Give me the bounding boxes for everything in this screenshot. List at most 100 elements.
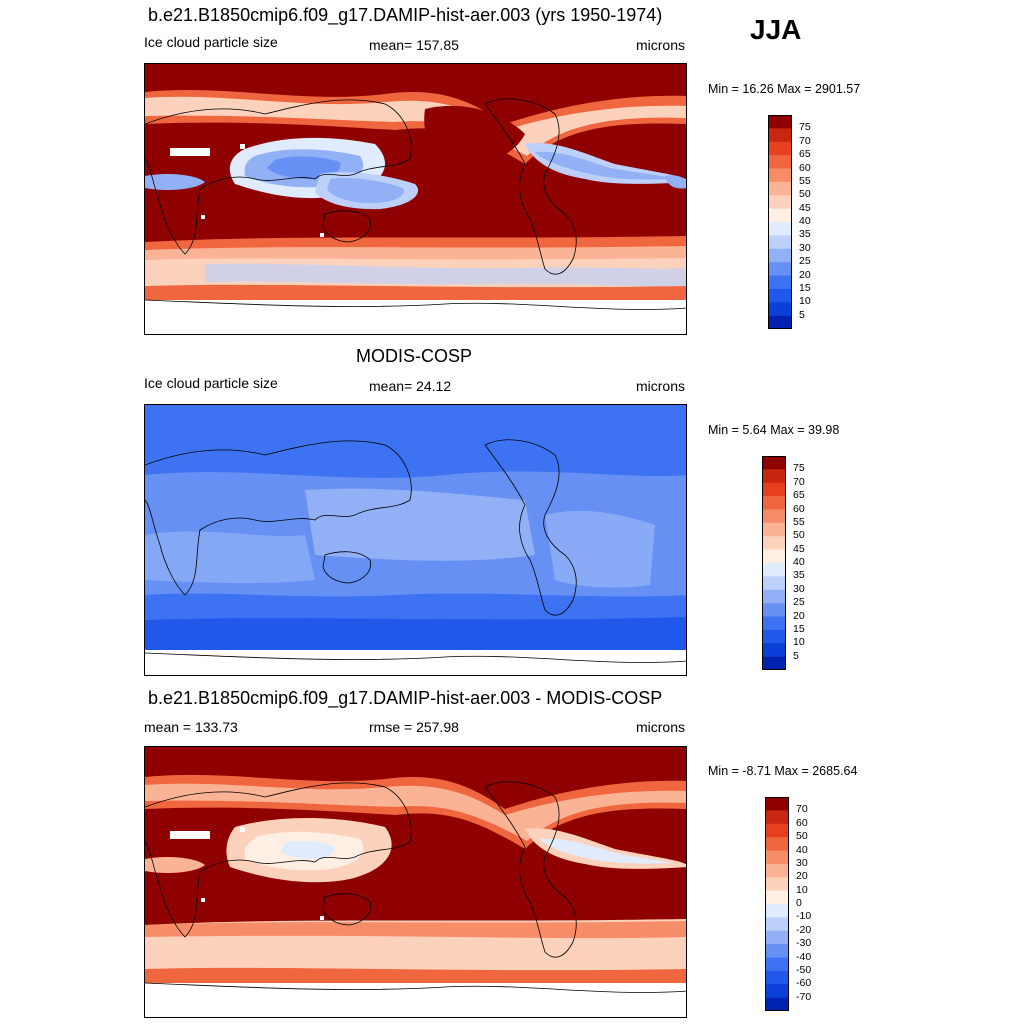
colorbar-tick-label: 35 — [793, 569, 805, 582]
colorbar-tick-label: 20 — [793, 609, 805, 622]
colorbar-swatch — [765, 904, 789, 918]
colorbar-tick-label: 45 — [799, 201, 811, 214]
colorbar-tick-label: 55 — [799, 174, 811, 187]
colorbar-swatch — [762, 482, 786, 497]
colorbar-tick-label: -10 — [796, 910, 812, 923]
colorbar-tick-label: 10 — [796, 883, 808, 896]
colorbar-tick-label: 20 — [799, 268, 811, 281]
colorbar-swatch — [765, 957, 789, 972]
colorbar-tick-label: 0 — [796, 897, 802, 909]
colorbar-swatch — [762, 643, 786, 657]
colorbar-tick-label: -60 — [796, 977, 812, 990]
colorbar-tick-label: 30 — [796, 856, 808, 869]
colorbar-swatch — [762, 456, 786, 470]
colorbar-swatch — [768, 315, 792, 329]
panel3-map-field — [145, 747, 686, 1017]
colorbar-tick-label: 30 — [793, 582, 805, 595]
colorbar-swatch — [765, 823, 789, 838]
panel2-map — [144, 404, 687, 676]
panel3-mean-label: mean = 133.73 — [144, 719, 238, 735]
panel3-map — [144, 746, 687, 1018]
colorbar-swatch — [762, 496, 786, 510]
colorbar-tick-label: 20 — [796, 870, 808, 883]
panel1-mean-label: mean= 157.85 — [369, 37, 459, 53]
panel3-title: b.e21.B1850cmip6.f09_g17.DAMIP-hist-aer.… — [148, 688, 663, 708]
colorbar-tick-label: 40 — [793, 556, 805, 568]
colorbar-border — [765, 797, 789, 1011]
colorbar-swatch — [768, 302, 792, 316]
colorbar-tick-label: 25 — [793, 596, 805, 609]
colorbar-tick-label: 60 — [799, 161, 811, 174]
panel3-units-label: microns — [636, 719, 686, 735]
colorbar-swatch — [768, 288, 792, 303]
colorbar-swatch — [762, 509, 786, 524]
colorbar-swatch — [765, 984, 789, 998]
panel1-variable-label: Ice cloud particle size — [144, 34, 278, 50]
colorbar-swatch — [762, 589, 786, 604]
colorbar-border — [768, 115, 792, 329]
panel2-units-label: microns — [636, 378, 686, 394]
colorbar-swatch — [765, 890, 789, 905]
panel2-colorbar — [762, 456, 786, 670]
colorbar-tick-label: 10 — [799, 295, 811, 308]
colorbar-swatch — [765, 930, 789, 945]
colorbar-tick-label: 70 — [799, 134, 811, 147]
colorbar-swatch — [765, 917, 789, 932]
panel3-colorbar — [765, 797, 789, 1011]
colorbar-swatch — [768, 168, 792, 183]
colorbar-swatch — [768, 115, 792, 129]
panel1-coastlines — [145, 98, 686, 310]
colorbar-tick-label: 75 — [799, 121, 811, 134]
colorbar-tick-label: 75 — [793, 462, 805, 475]
colorbar-tick-label: 5 — [793, 649, 799, 662]
colorbar-tick-label: -20 — [796, 923, 812, 936]
panel2-colorbar-swatches — [762, 456, 786, 670]
panel2-minmax: Min = 5.64 Max = 39.98 — [708, 423, 840, 437]
colorbar-swatch — [768, 155, 792, 169]
colorbar-swatch — [765, 863, 789, 878]
panel2-coastlines — [145, 439, 686, 663]
colorbar-swatch — [768, 262, 792, 276]
colorbar-swatch — [768, 141, 792, 156]
panel2-mean-label: mean= 24.12 — [369, 378, 452, 394]
panel3-rmse-label: rmse = 257.98 — [369, 719, 459, 735]
colorbar-swatch — [762, 563, 786, 577]
colorbar-swatch — [768, 128, 792, 143]
colorbar-tick-label: 50 — [793, 529, 805, 542]
colorbar-tick-label: 15 — [793, 622, 805, 635]
colorbar-swatch — [762, 629, 786, 644]
colorbar-tick-label: -40 — [796, 950, 812, 963]
colorbar-tick-label: 55 — [793, 515, 805, 528]
panel2-title: MODIS-COSP — [356, 346, 473, 366]
colorbar-tick-label: 70 — [793, 475, 805, 488]
colorbar-tick-label: 65 — [793, 489, 805, 502]
colorbar-tick-label: 45 — [793, 542, 805, 555]
colorbar-swatch — [765, 850, 789, 865]
colorbar-tick-label: 70 — [796, 803, 808, 816]
panel1-minmax: Min = 16.26 Max = 2901.57 — [708, 82, 861, 96]
colorbar-swatch — [768, 222, 792, 236]
colorbar-swatch — [768, 195, 792, 209]
colorbar-swatch — [768, 275, 792, 290]
colorbar-swatch — [762, 616, 786, 631]
colorbar-swatch — [765, 837, 789, 851]
colorbar-swatch — [762, 469, 786, 484]
colorbar-tick-label: 10 — [793, 636, 805, 649]
colorbar-swatch — [768, 208, 792, 223]
colorbar-swatch — [765, 877, 789, 891]
colorbar-swatch — [762, 656, 786, 670]
colorbar-tick-label: -50 — [796, 963, 812, 976]
colorbar-swatch — [765, 797, 789, 811]
colorbar-swatch — [768, 235, 792, 250]
colorbar-swatch — [765, 944, 789, 958]
colorbar-swatch — [762, 536, 786, 550]
colorbar-tick-label: 40 — [796, 843, 808, 856]
colorbar-tick-label: 30 — [799, 241, 811, 254]
panel1-units-label: microns — [636, 37, 686, 53]
panel1-colorbar-swatches — [768, 115, 792, 329]
colorbar-swatch — [765, 810, 789, 825]
panel1-colorbar — [768, 115, 792, 329]
colorbar-tick-label: 60 — [793, 502, 805, 515]
colorbar-tick-label: 65 — [799, 148, 811, 161]
colorbar-swatch — [762, 603, 786, 617]
